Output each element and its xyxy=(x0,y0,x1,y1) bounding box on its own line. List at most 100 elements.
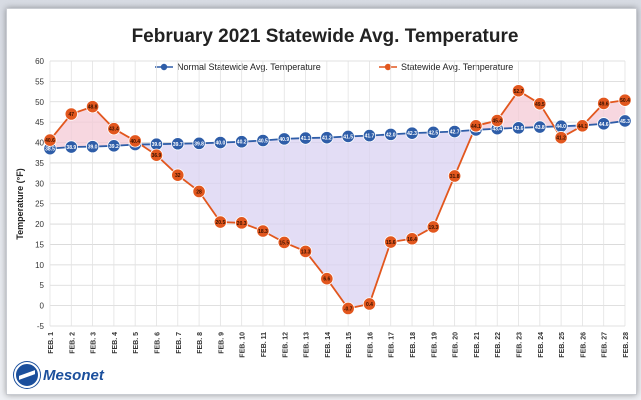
difference-fill xyxy=(262,138,285,243)
normal-data-label: 40.2 xyxy=(237,140,247,146)
actual-legend-label: Statewide Avg. Temperature xyxy=(401,62,513,72)
y-tick-label: 20 xyxy=(35,220,44,229)
normal-series-point xyxy=(320,131,334,145)
difference-fill xyxy=(518,90,540,128)
y-tick-label: 35 xyxy=(35,159,44,168)
actual-series-point xyxy=(597,96,611,111)
actual-data-label: 49.6 xyxy=(599,101,609,107)
actual-data-label: 20.3 xyxy=(237,221,247,227)
normal-data-label: 39.2 xyxy=(109,144,119,150)
y-axis-label: Temperature (°F) xyxy=(15,168,25,239)
x-tick-label: FEB. 6 xyxy=(154,332,161,354)
normal-series-point xyxy=(85,140,100,154)
actual-series-point xyxy=(149,148,164,162)
normal-data-label: 44.0 xyxy=(556,124,566,130)
mesonet-logo-icon xyxy=(14,362,40,388)
actual-series-point xyxy=(362,297,377,311)
actual-series-point xyxy=(575,119,590,133)
temperature-chart: February 2021 Statewide Avg. Temperature… xyxy=(15,26,632,358)
normal-data-label: 43.4 xyxy=(492,127,502,133)
y-tick-label: 0 xyxy=(40,302,45,311)
chart-title: February 2021 Statewide Avg. Temperature xyxy=(132,26,519,47)
normal-series-point xyxy=(235,135,249,149)
x-tick-label: FEB. 19 xyxy=(431,332,438,358)
normal-series-point xyxy=(213,135,227,150)
x-tick-label: FEB. 7 xyxy=(176,332,183,354)
actual-series-point xyxy=(107,122,121,136)
x-tick-label: FEB. 11 xyxy=(261,332,268,357)
normal-data-label: 41.2 xyxy=(322,136,332,142)
y-tick-label: -5 xyxy=(37,322,45,331)
actual-data-label: 40.6 xyxy=(45,138,55,144)
x-tick-label: FEB. 22 xyxy=(495,332,502,358)
normal-series-point xyxy=(511,121,526,135)
chart-panel: February 2021 Statewide Avg. Temperature… xyxy=(6,8,637,395)
actual-series-point xyxy=(43,133,57,147)
x-tick-label: FEB. 10 xyxy=(240,332,247,358)
normal-data-label: 40.9 xyxy=(279,137,289,143)
normal-data-label: 40.5 xyxy=(258,139,268,145)
difference-fill xyxy=(369,134,391,304)
normal-data-label: 39.7 xyxy=(173,142,183,148)
normal-series-point xyxy=(64,140,78,154)
series-lines xyxy=(49,89,626,310)
x-tick-label: FEB. 21 xyxy=(474,332,481,358)
actual-series-point xyxy=(490,113,504,128)
difference-fill xyxy=(220,141,242,223)
normal-data-label: 43.8 xyxy=(535,125,545,131)
normal-data-label: 41.1 xyxy=(301,136,311,142)
mesonet-logo-text: Mesonet xyxy=(43,366,104,384)
y-tick-label: 60 xyxy=(35,57,44,66)
difference-fill xyxy=(199,142,221,223)
actual-series-point xyxy=(448,169,462,183)
actual-data-label: 6.6 xyxy=(323,277,330,283)
actual-data-label: 31.8 xyxy=(450,174,460,180)
actual-series-point xyxy=(192,184,206,199)
actual-series-point xyxy=(85,100,100,114)
normal-data-label: 42.5 xyxy=(428,130,438,136)
actual-data-label: 48.8 xyxy=(88,105,98,111)
normal-data-label: 39.6 xyxy=(152,142,162,148)
normal-data-label: 41.5 xyxy=(343,134,353,140)
normal-series-point xyxy=(448,124,462,139)
y-tick-label: 50 xyxy=(35,98,44,107)
x-tick-label: FEB. 17 xyxy=(389,332,396,358)
normal-data-label: 40.0 xyxy=(216,141,226,147)
actual-data-label: 47 xyxy=(69,112,75,118)
normal-series-point xyxy=(426,125,440,139)
normal-legend-marker xyxy=(160,63,168,71)
actual-series-point xyxy=(469,119,483,133)
x-tick-label: FEB. 14 xyxy=(325,332,332,358)
x-tick-label: FEB. 4 xyxy=(112,332,119,354)
actual-data-label: 19.3 xyxy=(428,225,438,231)
actual-data-label: 49.5 xyxy=(535,102,545,108)
actual-data-label: 44.1 xyxy=(471,124,481,130)
actual-data-label: 15.6 xyxy=(386,240,396,246)
actual-series-point xyxy=(405,232,419,246)
actual-data-label: 52.7 xyxy=(514,89,524,95)
difference-fill xyxy=(92,106,114,147)
actual-data-label: 16.4 xyxy=(407,237,417,243)
x-tick-label: FEB. 16 xyxy=(367,332,374,358)
difference-fill xyxy=(454,130,475,176)
actual-data-label: 18.3 xyxy=(258,229,268,235)
normal-series-point xyxy=(384,127,398,141)
y-tick-label: 55 xyxy=(35,77,44,86)
normal-series-point xyxy=(405,126,419,140)
x-tick-label: FEB. 5 xyxy=(133,332,140,354)
actual-data-label: 32 xyxy=(175,173,181,179)
normal-series-point xyxy=(192,136,206,150)
actual-data-label: 43.4 xyxy=(109,127,119,133)
actual-series-point xyxy=(213,215,227,229)
actual-series-point xyxy=(128,134,142,148)
difference-fill xyxy=(348,135,370,309)
difference-fill xyxy=(177,143,200,192)
actual-series-point xyxy=(256,224,270,238)
actual-series-point xyxy=(320,272,334,286)
y-tick-label: 5 xyxy=(40,281,45,290)
normal-series-point xyxy=(597,117,611,131)
normal-series-point xyxy=(256,133,270,148)
actual-series-point xyxy=(511,84,526,98)
actual-series-point xyxy=(171,168,185,182)
